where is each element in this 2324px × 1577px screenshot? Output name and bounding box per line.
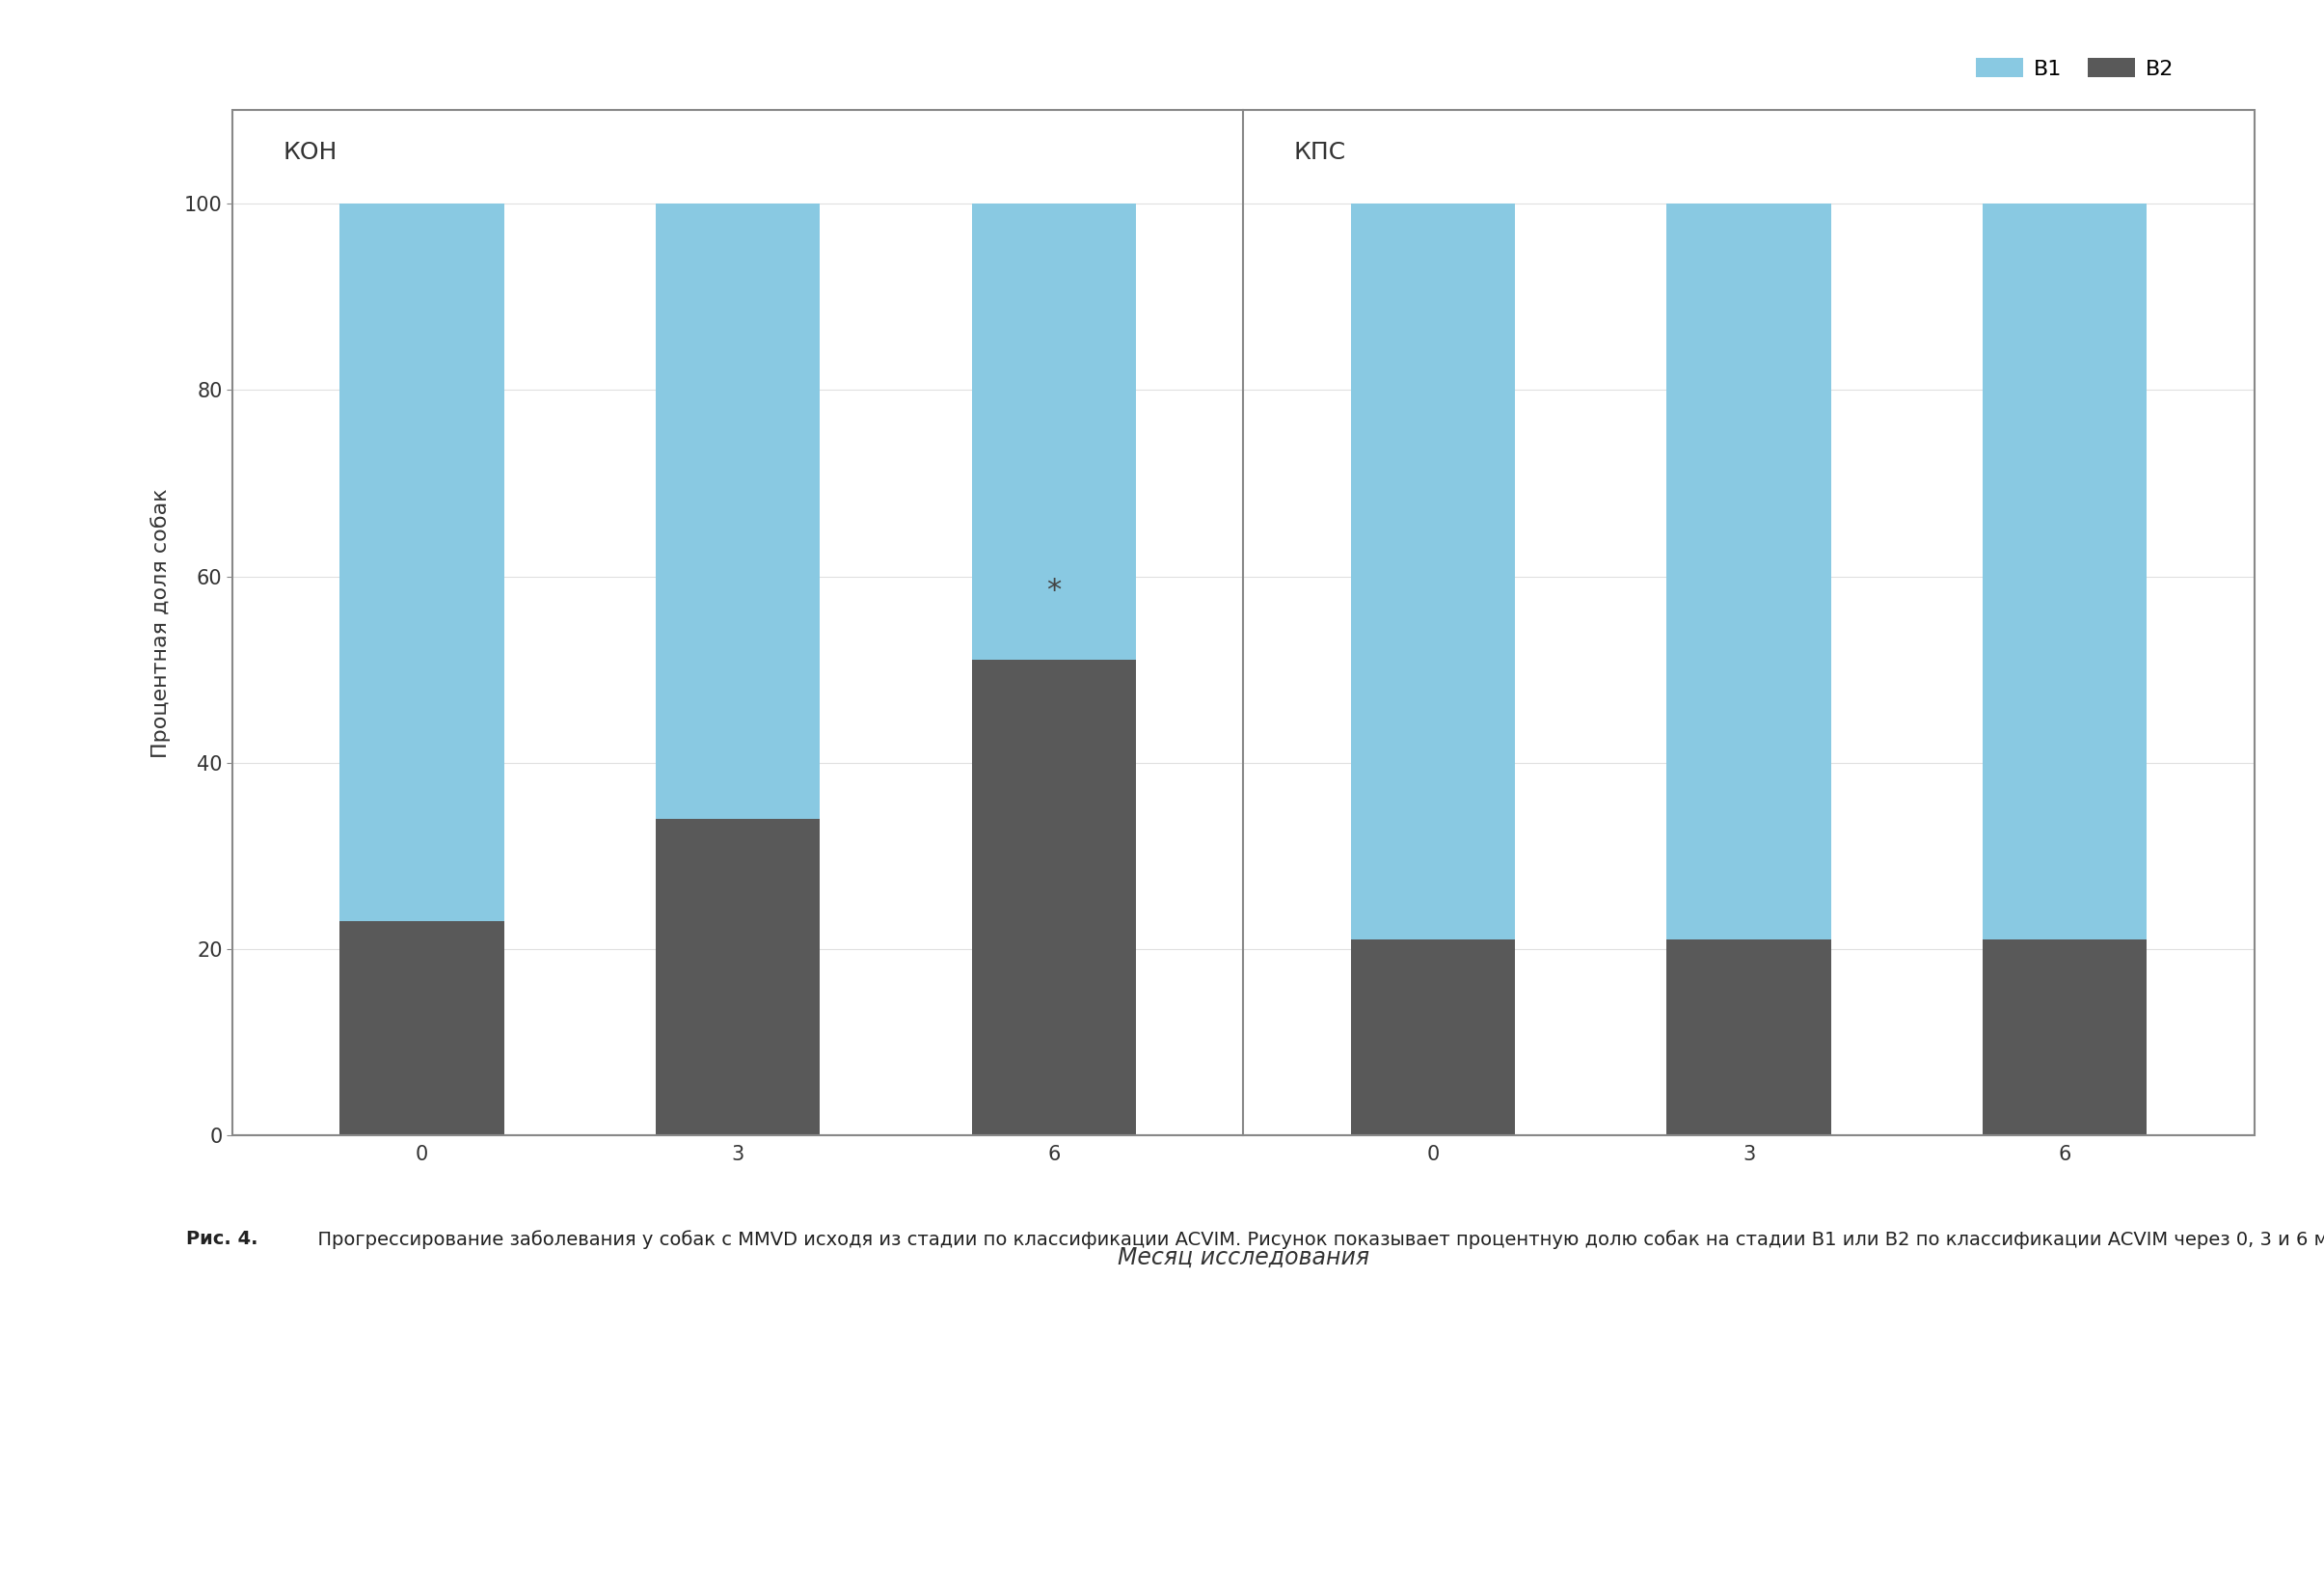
Bar — [655, 818, 820, 1135]
Bar — [655, 203, 820, 818]
Bar — [1350, 203, 1515, 940]
Bar — [971, 661, 1136, 1135]
Bar — [1982, 203, 2147, 940]
Text: КПС: КПС — [1294, 140, 1346, 164]
Text: Прогрессирование заболевания у собак с MMVD исходя из стадии по классификации AC: Прогрессирование заболевания у собак с M… — [307, 1230, 2324, 1249]
Bar — [339, 921, 504, 1135]
Bar — [971, 203, 1136, 661]
Text: КОН: КОН — [284, 140, 337, 164]
Bar — [1350, 940, 1515, 1135]
Legend: В1, В2: В1, В2 — [1975, 58, 2173, 79]
Bar — [1666, 940, 1831, 1135]
Bar — [1666, 203, 1831, 940]
Text: Рис. 4.: Рис. 4. — [186, 1230, 258, 1249]
Text: *: * — [1046, 576, 1062, 604]
Text: Месяц исследования: Месяц исследования — [1118, 1246, 1369, 1269]
Y-axis label: Процентная доля собак: Процентная доля собак — [151, 487, 170, 759]
Bar — [1982, 940, 2147, 1135]
Bar — [339, 203, 504, 921]
